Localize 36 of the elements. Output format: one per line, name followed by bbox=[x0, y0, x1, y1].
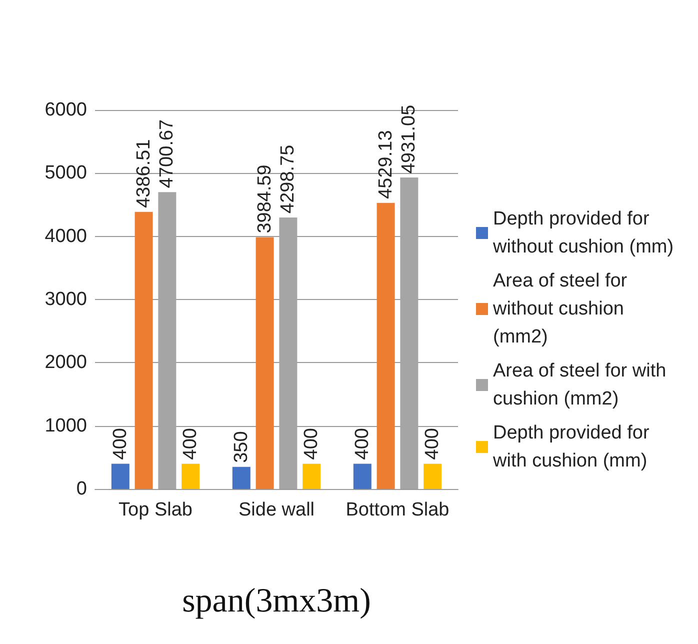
bar bbox=[182, 464, 200, 489]
y-tick-label: 0 bbox=[76, 478, 87, 500]
data-label: 400 bbox=[352, 428, 373, 460]
data-label: 4386.51 bbox=[133, 139, 154, 208]
legend-label: Area of steel for without cushion (mm2) bbox=[492, 270, 632, 348]
x-tick-label: Top Slab bbox=[118, 500, 192, 520]
data-label: 4298.75 bbox=[278, 144, 299, 214]
legend-label: Depth provided for with cushion (mm) bbox=[492, 422, 655, 472]
x-axis-title: span(3mx3m) bbox=[182, 582, 371, 620]
y-tick-label: 3000 bbox=[44, 289, 87, 310]
bar bbox=[111, 464, 130, 489]
data-label: 3984.59 bbox=[254, 164, 276, 234]
bar bbox=[353, 464, 372, 489]
bar bbox=[232, 466, 250, 489]
y-tick-label: 1000 bbox=[44, 415, 87, 436]
bar bbox=[256, 237, 274, 489]
bar bbox=[302, 464, 321, 489]
data-label: 4700.67 bbox=[156, 119, 178, 188]
bar bbox=[424, 464, 442, 489]
data-label: 400 bbox=[110, 428, 131, 460]
y-tick-label: 5000 bbox=[44, 162, 87, 184]
data-label: 400 bbox=[180, 428, 202, 460]
data-label: 400 bbox=[301, 428, 322, 460]
data-label: 400 bbox=[422, 428, 444, 460]
y-tick-label: 4000 bbox=[44, 226, 87, 247]
bar bbox=[376, 202, 395, 489]
data-label: 4931.05 bbox=[398, 104, 420, 174]
y-tick-label: 6000 bbox=[44, 100, 87, 120]
y-tick-label: 2000 bbox=[44, 352, 87, 374]
data-label: 4529.13 bbox=[375, 130, 396, 199]
data-label: 350 bbox=[230, 431, 252, 463]
legend-label: Area of steel for with cushion (mm2) bbox=[493, 360, 672, 410]
bar bbox=[134, 212, 153, 489]
x-tick-label: Side wall bbox=[238, 500, 315, 520]
legend-label: Depth provided for without cushion (mm) bbox=[492, 208, 674, 258]
x-tick-label: Bottom Slab bbox=[346, 500, 450, 520]
